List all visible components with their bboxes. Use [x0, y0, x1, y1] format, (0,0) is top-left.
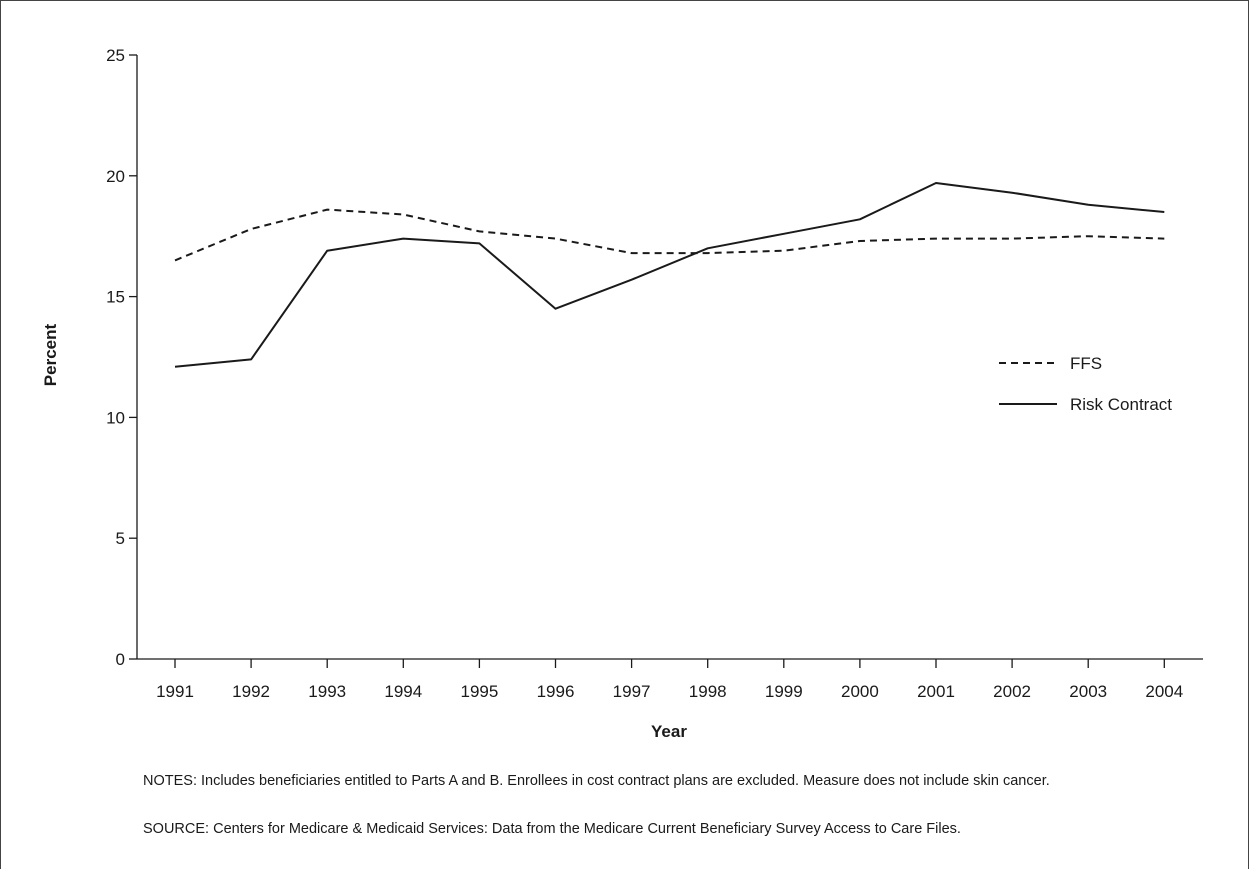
x-tick-label: 1991 [156, 682, 194, 701]
data-point-risk-contract [1010, 190, 1015, 195]
data-point-ffs [249, 226, 254, 231]
y-tick-label: 0 [116, 650, 125, 669]
x-tick-label: 1994 [384, 682, 422, 701]
x-tick-label: 2001 [917, 682, 955, 701]
data-point-risk-contract [781, 231, 786, 236]
data-point-ffs [934, 236, 939, 241]
x-tick-label: 1993 [308, 682, 346, 701]
data-point-ffs [1162, 236, 1167, 241]
y-axis-title: Percent [41, 323, 60, 386]
x-tick-label: 1992 [232, 682, 270, 701]
axes: 0 5 10 15 20 25 1991 1992 1993 1994 1995 1996 1997 19… [106, 46, 1203, 701]
series-line-ffs [174, 208, 1165, 262]
data-point-ffs [1010, 236, 1015, 241]
data-point-ffs [857, 239, 862, 244]
data-point-risk-contract [1162, 210, 1167, 215]
data-point-ffs [781, 248, 786, 253]
data-point-risk-contract [401, 236, 406, 241]
y-tick-label: 15 [106, 288, 125, 307]
data-point-risk-contract [1086, 202, 1091, 207]
data-point-ffs [1086, 234, 1091, 239]
data-point-ffs [325, 207, 330, 212]
x-tick-label: 1999 [765, 682, 803, 701]
data-point-risk-contract [477, 241, 482, 246]
legend-label-ffs: FFS [1070, 354, 1102, 373]
x-tick-label: 2002 [993, 682, 1031, 701]
legend-label-risk-contract: Risk Contract [1070, 395, 1172, 414]
chart-notes: NOTES: Includes beneficiaries entitled t… [143, 773, 1050, 789]
data-point-ffs [553, 236, 558, 241]
chart-source: SOURCE: Centers for Medicare & Medicaid … [143, 821, 961, 837]
x-tick-label: 1996 [537, 682, 575, 701]
y-tick-label: 5 [116, 529, 125, 548]
data-point-risk-contract [934, 181, 939, 186]
x-tick-label: 1995 [460, 682, 498, 701]
data-point-risk-contract [173, 364, 178, 369]
x-tick-label: 2004 [1145, 682, 1183, 701]
y-tick-label: 20 [106, 167, 125, 186]
x-tick-label: 1998 [689, 682, 727, 701]
data-point-ffs [401, 212, 406, 217]
data-point-risk-contract [629, 277, 634, 282]
data-point-risk-contract [705, 246, 710, 251]
data-point-risk-contract [553, 306, 558, 311]
data-point-ffs [477, 229, 482, 234]
y-tick-label: 25 [106, 46, 125, 65]
data-point-ffs [173, 258, 178, 263]
x-tick-label: 1997 [613, 682, 651, 701]
series-lines [173, 181, 1167, 369]
data-point-risk-contract [857, 217, 862, 222]
data-point-risk-contract [325, 248, 330, 253]
series-line-risk-contract [174, 182, 1165, 368]
data-point-risk-contract [249, 357, 254, 362]
x-tick-label: 2000 [841, 682, 879, 701]
data-point-ffs [705, 251, 710, 256]
x-axis-title: Year [651, 722, 687, 741]
y-tick-label: 10 [106, 408, 125, 427]
data-point-ffs [629, 251, 634, 256]
x-tick-label: 2003 [1069, 682, 1107, 701]
legend: FFS Risk Contract [999, 354, 1172, 414]
